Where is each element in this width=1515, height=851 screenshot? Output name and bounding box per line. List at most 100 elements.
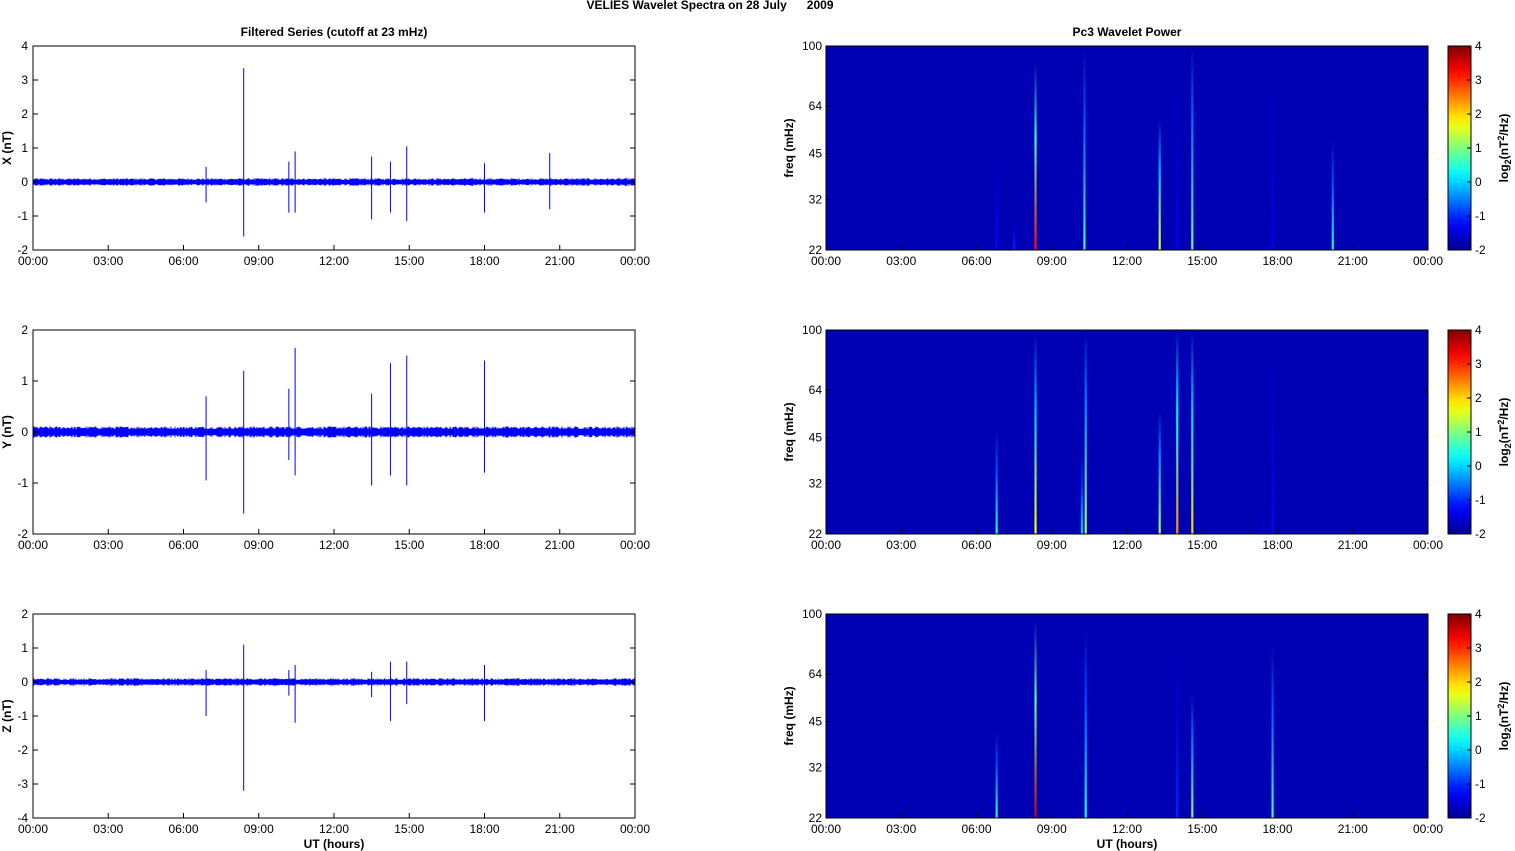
heatmap-xtick-label: 03:00 <box>886 538 916 552</box>
heatmap-xtick-label: 00:00 <box>811 538 841 552</box>
colorbar-tick-label: 0 <box>1475 175 1482 189</box>
wavelet-power-event <box>1271 644 1274 818</box>
wavelet-power-event <box>1084 628 1087 818</box>
heatmap-xtick-label: 09:00 <box>1037 538 1067 552</box>
heatmap-xtick-label: 00:00 <box>1413 254 1443 268</box>
heatmap-xtick-label: 06:00 <box>961 822 991 836</box>
ytick-label: -1 <box>17 209 28 223</box>
heatmap-xtick-label: 21:00 <box>1338 254 1368 268</box>
colorbar-label-superscript: 2 <box>1496 704 1506 709</box>
figure-title: VELIES Wavelet Spectra on 28 July 2009 <box>587 0 834 12</box>
wavelet-power-event <box>1080 453 1084 534</box>
heatmap-xtick-label: 15:00 <box>1187 538 1217 552</box>
colorbar-tick-label: 0 <box>1475 459 1482 473</box>
wavelet-power-event <box>1176 644 1179 818</box>
line-xtick-label: 12:00 <box>319 822 349 836</box>
colorbar-label-superscript: 2 <box>1496 136 1506 141</box>
ytick-label: 2 <box>21 323 28 337</box>
ytick-label: 1 <box>21 641 28 655</box>
ytick-label: 0 <box>21 675 28 689</box>
line-xtick-label: 15:00 <box>394 538 424 552</box>
ytick-label: 1 <box>21 374 28 388</box>
line-xtick-label: 00:00 <box>620 254 650 268</box>
wavelet-power-event <box>1083 46 1086 250</box>
wavelet-power-event <box>1261 506 1264 534</box>
colorbar-tick-label: 2 <box>1475 391 1482 405</box>
colorbar-tick-label: 1 <box>1475 141 1482 155</box>
y-axis-label: freq (mHz) <box>782 118 796 177</box>
colorbar-tick-label: 2 <box>1475 675 1482 689</box>
colorbar-tick-label: 3 <box>1475 357 1482 371</box>
ytick-label: 2 <box>21 607 28 621</box>
ytick-label: 100 <box>802 607 822 621</box>
ytick-label: 64 <box>809 383 823 397</box>
colorbar-label: log2(nT2/Hz) <box>1496 114 1512 183</box>
wavelet-power-event <box>1034 332 1037 534</box>
colorbar-tick-label: 3 <box>1475 641 1482 655</box>
wavelet-power-event <box>1191 694 1194 818</box>
heatmap-background <box>826 614 1428 818</box>
colorbar-label-part: /Hz) <box>1497 114 1511 136</box>
y-axis-label: Y (nT) <box>0 415 14 449</box>
wavelet-power-event <box>1158 410 1161 534</box>
y-axis-label: Z (nT) <box>0 699 14 732</box>
heatmap-xtick-label: 09:00 <box>1037 254 1067 268</box>
line-xtick-label: 06:00 <box>168 822 198 836</box>
line-xtick-label: 12:00 <box>319 254 349 268</box>
line-panel-y: -2 -1 0 1 2 00:00 03:00 06:00 09:00 12:00 15:00 18:… <box>0 323 650 552</box>
colorbar-label-subscript: 2 <box>1503 443 1513 448</box>
colorbar-label-part: /Hz) <box>1497 398 1511 420</box>
line-xtick-label: 15:00 <box>394 822 424 836</box>
line-xtick-label: 21:00 <box>545 254 575 268</box>
colorbar-label-part: (nT <box>1497 708 1511 727</box>
ytick-label: 64 <box>809 99 823 113</box>
heatmap-xtick-label: 18:00 <box>1262 822 1292 836</box>
heatmap-xtick-label: 03:00 <box>886 822 916 836</box>
ytick-label: 2 <box>21 107 28 121</box>
ytick-label: -2 <box>17 243 28 257</box>
ytick-label: 22 <box>809 243 823 257</box>
colorbar-label-part: (nT <box>1497 424 1511 443</box>
line-xtick-label: 03:00 <box>93 822 123 836</box>
line-xtick-label: 09:00 <box>244 822 274 836</box>
heatmap-xtick-label: 12:00 <box>1112 254 1142 268</box>
wavelet-power-event <box>1191 330 1194 534</box>
ytick-label: 45 <box>809 715 823 729</box>
colorbar-label: log2(nT2/Hz) <box>1496 682 1512 751</box>
wavelet-power-event <box>995 139 998 250</box>
ytick-label: 22 <box>809 811 823 825</box>
colorbar-tick-label: -1 <box>1475 777 1486 791</box>
line-xtick-label: 00:00 <box>620 822 650 836</box>
ytick-label: 100 <box>802 323 822 337</box>
left-column-title: Filtered Series (cutoff at 23 mHz) <box>241 25 428 39</box>
x-axis-label: UT (hours) <box>304 837 365 851</box>
colorbar-label-part: log <box>1497 164 1511 182</box>
ytick-label: 0 <box>21 425 28 439</box>
heatmap-background <box>826 330 1428 534</box>
colorbar-tick-label: 4 <box>1475 39 1482 53</box>
heatmap-xtick-label: 15:00 <box>1187 822 1217 836</box>
heatmap-xtick-label: 21:00 <box>1338 538 1368 552</box>
heatmap-xtick-label: 21:00 <box>1338 822 1368 836</box>
colorbar-tick-label: 4 <box>1475 323 1482 337</box>
line-xtick-label: 06:00 <box>168 254 198 268</box>
heatmap-xtick-label: 00:00 <box>1413 822 1443 836</box>
wavelet-power-event <box>1176 330 1179 534</box>
line-xtick-label: 00:00 <box>18 538 48 552</box>
colorbar-tick-label: 1 <box>1475 425 1482 439</box>
line-xtick-label: 09:00 <box>244 254 274 268</box>
heatmap-xtick-label: 03:00 <box>886 254 916 268</box>
wavelet-power-event <box>1191 46 1194 250</box>
heatmap-xtick-label: 18:00 <box>1262 538 1292 552</box>
y-axis-label: X (nT) <box>0 131 14 165</box>
plot-area <box>33 614 635 818</box>
colorbar-tick-label: 3 <box>1475 73 1482 87</box>
line-xtick-label: 03:00 <box>93 254 123 268</box>
ytick-label: 22 <box>809 527 823 541</box>
line-xtick-label: 09:00 <box>244 538 274 552</box>
colorbar-tick-label: -2 <box>1475 243 1486 257</box>
heatmap-xtick-label: 15:00 <box>1187 254 1217 268</box>
wavelet-power-event <box>1331 139 1334 250</box>
